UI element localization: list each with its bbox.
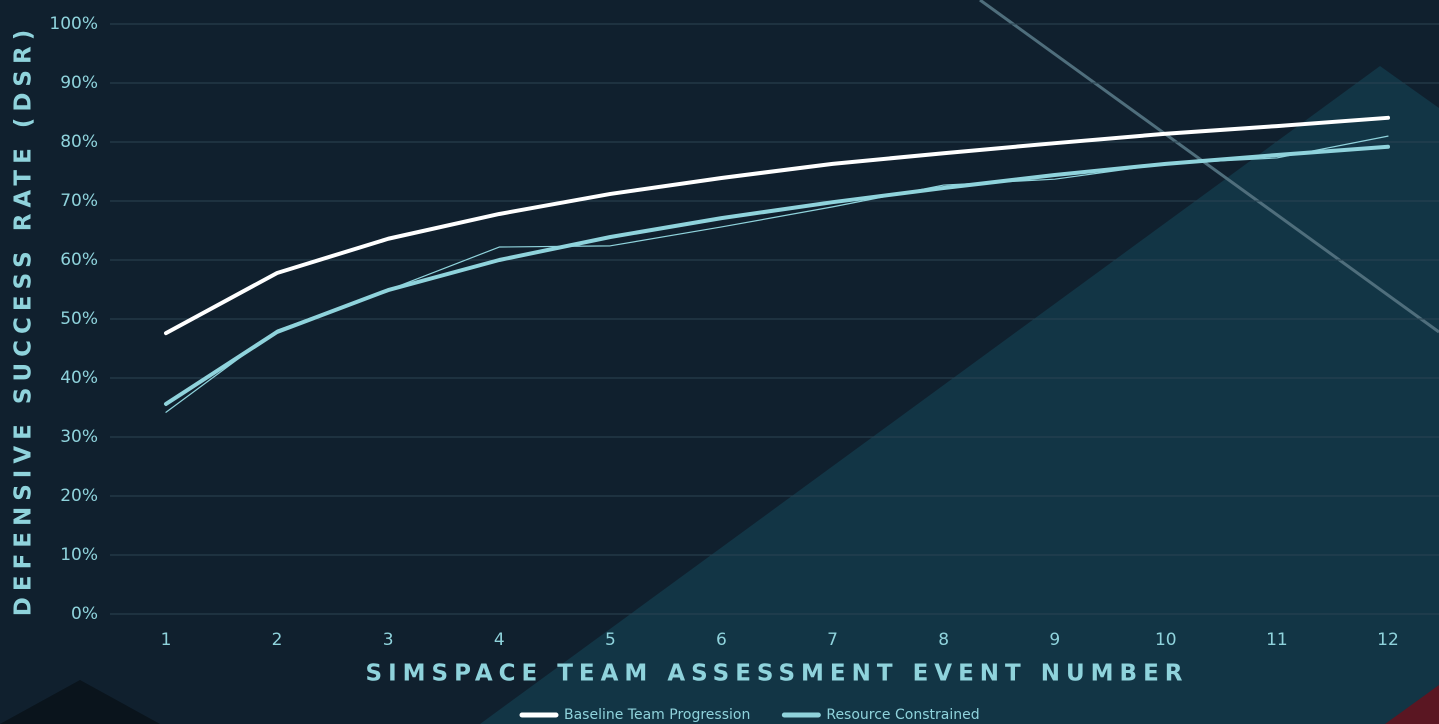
x-tick-label: 2 <box>272 630 283 650</box>
y-tick-label: 30% <box>60 427 98 447</box>
y-tick-label: 20% <box>60 486 98 506</box>
y-tick-label: 90% <box>60 73 98 93</box>
y-tick-label: 10% <box>60 545 98 565</box>
decor-corner <box>0 680 160 724</box>
line-series <box>164 115 1390 336</box>
x-tick-label: 4 <box>494 630 505 650</box>
legend-label: Baseline Team Progression <box>564 707 750 723</box>
line-series <box>165 135 1389 413</box>
y-tick-label: 70% <box>60 191 98 211</box>
x-tick-label: 8 <box>938 630 949 650</box>
x-tick-label: 5 <box>605 630 616 650</box>
y-tick-label: 40% <box>60 368 98 388</box>
x-tick-label: 7 <box>827 630 838 650</box>
decor-line <box>979 0 1439 334</box>
y-tick-label: 60% <box>60 250 98 270</box>
x-axis-title: SIMSPACE TEAM ASSESSMENT EVENT NUMBER <box>366 661 1189 687</box>
y-tick-label: 0% <box>71 604 98 624</box>
decor-triangle <box>480 66 1439 724</box>
y-tick-label: 50% <box>60 309 98 329</box>
x-tick-label: 3 <box>383 630 394 650</box>
y-axis-title: DEFENSIVE SUCCESS RATE (DSR) <box>11 24 37 616</box>
y-tick-label: 100% <box>49 14 98 34</box>
x-tick-label: 9 <box>1049 630 1060 650</box>
x-tick-label: 11 <box>1266 630 1288 650</box>
decor-red <box>1385 685 1439 724</box>
x-tick-label: 10 <box>1155 630 1177 650</box>
x-tick-label: 1 <box>161 630 172 650</box>
x-tick-label: 12 <box>1377 630 1399 650</box>
y-tick-label: 80% <box>60 132 98 152</box>
x-tick-label: 6 <box>716 630 727 650</box>
legend-label: Resource Constrained <box>826 707 979 723</box>
